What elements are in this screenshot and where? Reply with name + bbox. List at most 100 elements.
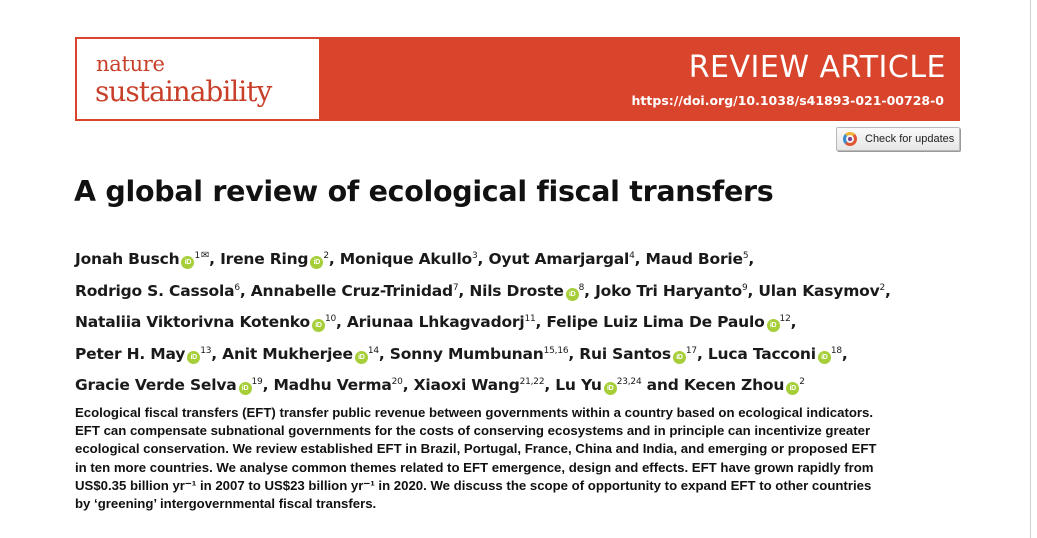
author-name: Kecen Zhou [683,376,785,394]
author-name: Irene Ring [220,250,309,268]
orcid-icon[interactable]: iD [310,256,324,269]
affiliation-number[interactable]: 2 [799,377,805,387]
abstract-line: ecological conservation. We review estab… [75,441,877,457]
orcid-icon[interactable]: iD [187,350,201,364]
author[interactable]: Xiaoxi Wang21,22 [414,376,545,394]
author-line: Gracie Verde Selva iD19, Madhu Verma20, X… [75,368,965,400]
author-name: Maud Borie [645,250,744,268]
author-name: Monique Akullo [339,250,473,268]
author[interactable]: Rui Santos iD17 [579,344,697,364]
author[interactable]: Annabelle Cruz-Trinidad7 [251,282,459,300]
affiliation-number[interactable]: 21,22 [519,377,545,387]
affiliation-number[interactable]: 12 [779,314,791,324]
author[interactable]: Oyut Amarjargal4 [488,250,634,268]
author-name: Rodrigo S. Cassola [75,281,235,300]
check-for-updates-button[interactable]: Check for updates [836,127,960,151]
author-name: Sonny Mumbunan [389,344,544,363]
affiliation-number[interactable]: 15,16 [543,345,569,356]
abstract-line: EFT can compensate subnational governmen… [75,423,871,439]
affiliation-number[interactable]: 10 [324,314,336,324]
affiliation-number[interactable]: 20 [391,377,403,387]
author[interactable]: Joko Tri Haryanto9 [595,282,748,300]
email-icon[interactable]: ✉ [200,250,210,261]
orcid-icon[interactable]: iD [603,382,617,395]
author-name: Ariunaa Lhkagvadorj [346,313,525,331]
author-name: Felipe Luiz Lima De Paulo [546,313,765,331]
author[interactable]: Lu Yu iD23,24 [555,376,642,395]
author-separator: , [841,344,848,363]
author[interactable]: Gracie Verde Selva iD19 [75,376,263,395]
author-name: Anit Mukherjee [222,344,353,363]
author[interactable]: Luca Tacconi iD18 [708,345,842,364]
author[interactable]: Sonny Mumbunan15,16 [390,345,569,363]
author-separator: , [262,376,274,394]
author[interactable]: Nataliia Viktorivna Kotenko iD10 [75,313,336,332]
author-name: Oyut Amarjargal [488,250,630,268]
author[interactable]: Nils Droste iD8 [469,282,585,301]
abstract-line: US$0.35 billion yr⁻¹ in 2007 to US$23 bi… [75,477,872,493]
orcid-icon[interactable]: iD [354,350,368,364]
author-separator: , [336,313,347,331]
affiliation-number[interactable]: 7 [452,282,459,293]
journal-banner: nature sustainability REVIEW ARTICLE htt… [75,37,960,121]
orcid-icon[interactable]: iD [238,382,252,395]
author[interactable]: Ariunaa Lhkagvadorj11 [347,313,536,331]
author-name: Lu Yu [555,376,602,394]
affiliation-number[interactable]: 8 [578,282,585,293]
author[interactable]: Ulan Kasymov2 [758,282,885,300]
author[interactable]: Monique Akullo3 [340,250,478,268]
author-separator: , [458,281,470,300]
author[interactable]: Anit Mukherjee iD14 [222,344,379,364]
author-line: Peter H. May iD13, Anit Mukherjee iD14, So… [75,337,965,369]
author-separator: , [568,344,580,363]
affiliation-number[interactable]: 14 [367,345,379,356]
author-line: Rodrigo S. Cassola6, Annabelle Cruz-Trin… [75,274,965,306]
orcid-icon[interactable]: iD [786,382,800,395]
affiliation-number[interactable]: 18 [830,345,842,356]
orcid-icon[interactable]: iD [766,319,780,332]
affiliation-number[interactable]: 9 [741,282,748,293]
affiliation-number[interactable]: 1 [194,251,200,261]
affiliation-number[interactable]: 23,24 [616,377,642,387]
author[interactable]: Maud Borie5 [646,250,749,268]
orcid-icon[interactable]: iD [817,350,831,364]
doi-link[interactable]: https://doi.org/10.1038/s41893-021-00728… [631,93,944,108]
affiliation-number[interactable]: 19 [251,377,263,387]
affiliation-number[interactable]: 6 [234,282,240,293]
orcid-icon[interactable]: iD [181,256,195,269]
author-line: Nataliia Viktorivna Kotenko iD10, Ariunaa… [75,305,965,337]
affiliation-number[interactable]: 3 [472,251,478,261]
affiliation-number[interactable]: 2 [323,251,329,261]
author[interactable]: Felipe Luiz Lima De Paulo iD12 [546,313,791,332]
affiliation-number[interactable]: 4 [629,251,635,261]
affiliation-number[interactable]: 13 [200,345,212,356]
abstract: Ecological fiscal transfers (EFT) transf… [75,404,965,513]
author[interactable]: Jonah Busch iD1✉ [75,250,210,269]
author-separator: , [328,250,340,268]
author-separator: , [402,376,414,394]
affiliation-number[interactable]: 11 [524,314,536,324]
author[interactable]: Kecen Zhou iD2 [683,376,805,395]
affiliation-number[interactable]: 2 [879,282,886,293]
author-separator: , [584,281,596,300]
affiliation-number[interactable]: 17 [685,345,697,356]
author-separator: , [211,344,223,363]
author[interactable]: Irene Ring iD2 [220,250,329,269]
author[interactable]: Rodrigo S. Cassola6 [75,282,240,300]
author[interactable]: Madhu Verma20 [273,376,402,394]
orcid-icon[interactable]: iD [311,319,325,332]
orcid-icon[interactable]: iD [672,350,686,364]
author-list: Jonah Busch iD1✉, Irene Ring iD2, Monique … [75,242,965,400]
check-for-updates-label: Check for updates [865,133,955,145]
orcid-icon[interactable]: iD [565,287,579,301]
author-separator: , [535,313,547,331]
journal-logo-sustainability: sustainability [95,75,272,108]
article-type-label: REVIEW ARTICLE [688,50,946,85]
author-name: Madhu Verma [273,376,392,394]
author-separator: , [378,344,390,363]
author[interactable]: Peter H. May iD13 [75,345,212,364]
abstract-line: by ‘greening’ intergovernmental fiscal t… [75,496,377,512]
author-name: Rui Santos [579,344,671,363]
affiliation-number[interactable]: 5 [742,251,749,261]
journal-logo[interactable]: nature sustainability [77,39,319,119]
